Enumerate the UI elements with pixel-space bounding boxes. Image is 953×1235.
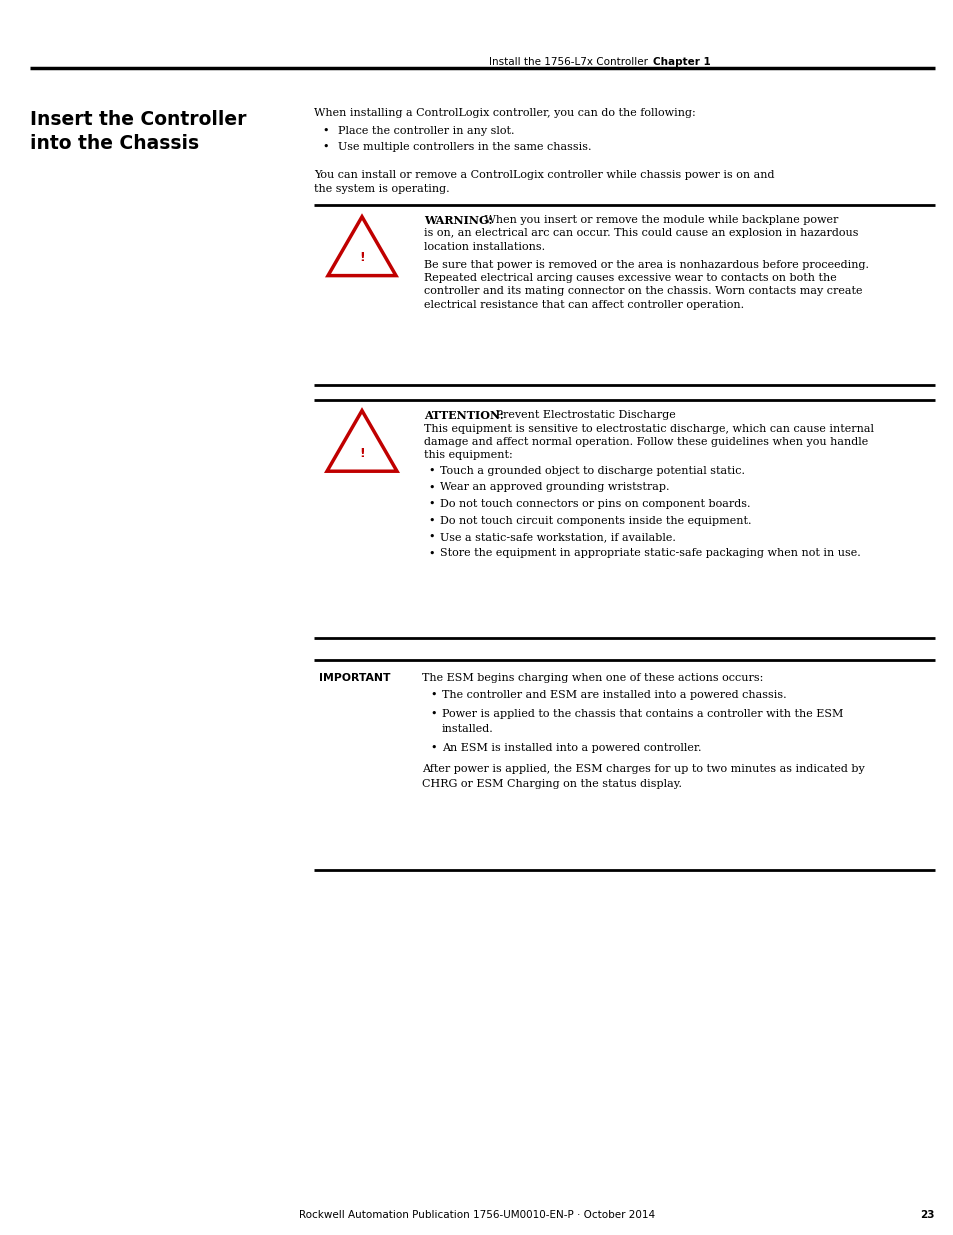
Text: CHRG or ESM Charging on the status display.: CHRG or ESM Charging on the status displ…	[421, 779, 681, 789]
Text: Store the equipment in appropriate static-safe packaging when not in use.: Store the equipment in appropriate stati…	[439, 548, 860, 558]
Text: The controller and ESM are installed into a powered chassis.: The controller and ESM are installed int…	[441, 690, 786, 700]
Text: damage and affect normal operation. Follow these guidelines when you handle: damage and affect normal operation. Foll…	[423, 437, 867, 447]
Text: Rockwell Automation Publication 1756-UM0010-EN-P · October 2014: Rockwell Automation Publication 1756-UM0…	[298, 1210, 655, 1220]
Text: •: •	[322, 142, 328, 152]
Polygon shape	[328, 216, 395, 275]
Text: 23: 23	[920, 1210, 934, 1220]
Text: The ESM begins charging when one of these actions occurs:: The ESM begins charging when one of thes…	[421, 673, 762, 683]
Text: •: •	[430, 690, 436, 700]
Text: the system is operating.: the system is operating.	[314, 184, 449, 194]
Text: Touch a grounded object to discharge potential static.: Touch a grounded object to discharge pot…	[439, 466, 744, 475]
Text: electrical resistance that can affect controller operation.: electrical resistance that can affect co…	[423, 300, 743, 310]
Text: Chapter 1: Chapter 1	[652, 57, 710, 67]
Text: Place the controller in any slot.: Place the controller in any slot.	[337, 126, 514, 136]
Text: is on, an electrical arc can occur. This could cause an explosion in hazardous: is on, an electrical arc can occur. This…	[423, 228, 858, 238]
Polygon shape	[327, 410, 396, 472]
Text: Use multiple controllers in the same chassis.: Use multiple controllers in the same cha…	[337, 142, 591, 152]
Text: This equipment is sensitive to electrostatic discharge, which can cause internal: This equipment is sensitive to electrost…	[423, 424, 873, 433]
Text: Insert the Controller: Insert the Controller	[30, 110, 246, 128]
Text: •: •	[322, 126, 328, 136]
Text: When you insert or remove the module while backplane power: When you insert or remove the module whi…	[480, 215, 838, 225]
Text: installed.: installed.	[441, 724, 494, 734]
Text: •: •	[428, 499, 434, 509]
Text: Do not touch connectors or pins on component boards.: Do not touch connectors or pins on compo…	[439, 499, 750, 509]
Text: •: •	[428, 483, 434, 493]
Text: !: !	[358, 447, 364, 459]
Text: Use a static-safe workstation, if available.: Use a static-safe workstation, if availa…	[439, 532, 675, 542]
Text: •: •	[428, 466, 434, 475]
Text: •: •	[428, 532, 434, 542]
Text: into the Chassis: into the Chassis	[30, 135, 199, 153]
Text: You can install or remove a ControlLogix controller while chassis power is on an: You can install or remove a ControlLogix…	[314, 170, 774, 180]
Text: WARNING:: WARNING:	[423, 215, 492, 226]
Text: Install the 1756-L7x Controller: Install the 1756-L7x Controller	[489, 57, 647, 67]
Text: When installing a ControlLogix controller, you can do the following:: When installing a ControlLogix controlle…	[314, 107, 695, 119]
Text: Prevent Electrostatic Discharge: Prevent Electrostatic Discharge	[492, 410, 675, 420]
Text: this equipment:: this equipment:	[423, 451, 512, 461]
Text: •: •	[428, 515, 434, 526]
Text: •: •	[430, 709, 436, 719]
Text: controller and its mating connector on the chassis. Worn contacts may create: controller and its mating connector on t…	[423, 287, 862, 296]
Text: •: •	[428, 548, 434, 558]
Text: Wear an approved grounding wriststrap.: Wear an approved grounding wriststrap.	[439, 483, 669, 493]
Text: Do not touch circuit components inside the equipment.: Do not touch circuit components inside t…	[439, 515, 751, 526]
Text: After power is applied, the ESM charges for up to two minutes as indicated by: After power is applied, the ESM charges …	[421, 764, 863, 774]
Text: Be sure that power is removed or the area is nonhazardous before proceeding.: Be sure that power is removed or the are…	[423, 259, 868, 269]
Text: Power is applied to the chassis that contains a controller with the ESM: Power is applied to the chassis that con…	[441, 709, 842, 719]
Text: An ESM is installed into a powered controller.: An ESM is installed into a powered contr…	[441, 743, 700, 753]
Text: ATTENTION:: ATTENTION:	[423, 410, 503, 421]
Text: Repeated electrical arcing causes excessive wear to contacts on both the: Repeated electrical arcing causes excess…	[423, 273, 836, 283]
Text: !: !	[358, 252, 364, 264]
Text: location installations.: location installations.	[423, 242, 544, 252]
Text: IMPORTANT: IMPORTANT	[318, 673, 390, 683]
Text: •: •	[430, 743, 436, 753]
